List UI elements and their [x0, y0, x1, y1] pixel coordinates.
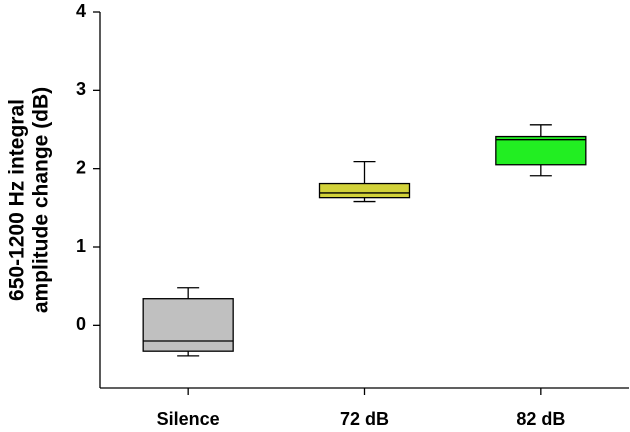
x-tick-label: 72 dB — [340, 409, 389, 429]
y-tick-label: 3 — [76, 79, 86, 99]
y-tick-label: 4 — [76, 1, 86, 21]
box — [318, 182, 411, 199]
box — [495, 135, 587, 166]
y-tick-label: 2 — [76, 157, 86, 177]
y-tick-label: 1 — [76, 236, 86, 256]
x-tick-label: 82 dB — [516, 409, 565, 429]
y-axis-title: 650-1200 Hz integral amplitude change (d… — [6, 87, 53, 313]
x-tick-label: Silence — [157, 409, 220, 429]
y-label-line: amplitude change (dB) — [30, 87, 53, 313]
box — [142, 298, 234, 352]
y-label-line: 650-1200 Hz integral — [6, 99, 29, 301]
y-tick-label: 0 — [76, 314, 86, 334]
